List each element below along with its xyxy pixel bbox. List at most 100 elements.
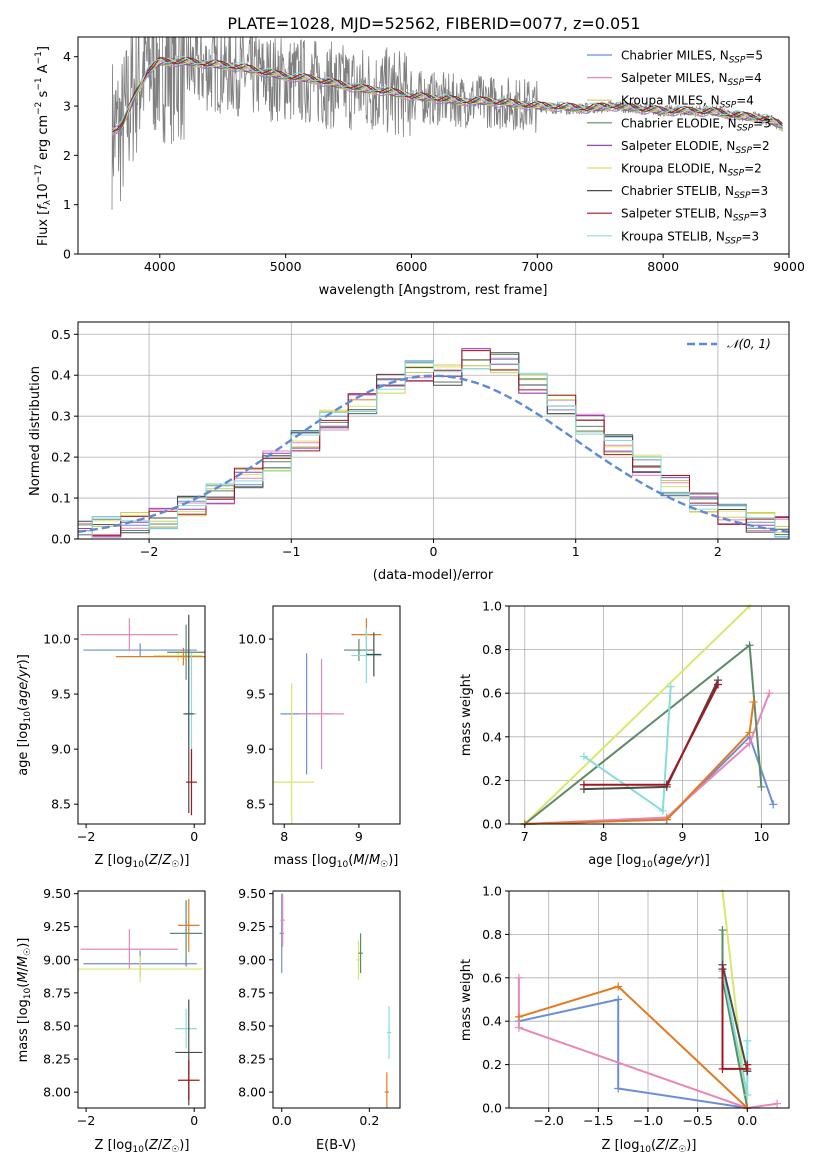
massweight-vs-Z-ytick-label: 0.8 bbox=[482, 927, 502, 942]
massweight-vs-Z-ytick-label: 1.0 bbox=[482, 884, 502, 899]
age-vs-Z-ytick-label: 9.0 bbox=[51, 742, 71, 757]
residuals-ytick-label: 0.0 bbox=[51, 532, 71, 547]
legend-count: =3 bbox=[741, 229, 759, 243]
age-vs-mass-xlabel: mass [log10(M/M☉)] bbox=[274, 853, 399, 870]
spectrum-ytick-label: 4 bbox=[63, 49, 71, 64]
massweight-vs-age-panel: 7 8 9 10 0.0 0.2 0.4 0.6 0.8 1.0 age [log10(age/y… bbox=[459, 599, 790, 870]
massweight-vs-Z-ytick-label: 0.2 bbox=[482, 1057, 502, 1072]
age-vs-Z-ytick-label: 10.0 bbox=[43, 632, 71, 647]
massweight-point bbox=[718, 1064, 727, 1073]
massweight-vs-age-xtick-label: 7 bbox=[521, 829, 529, 844]
residuals-ytick-label: 0.3 bbox=[51, 409, 71, 424]
massweight-point bbox=[579, 752, 588, 761]
massweight-vs-Z-ytick-label: 0.4 bbox=[482, 1014, 502, 1029]
mass-vs-ebv-ytick-label: 8.50 bbox=[238, 1018, 266, 1033]
spectrum-legend: Chabrier MILES, NSSP=5 Salpeter MILES, NS… bbox=[587, 49, 771, 246]
mass-vs-Z-ytick-label: 9.50 bbox=[43, 886, 71, 901]
residuals-ytick-label: 0.5 bbox=[51, 327, 71, 342]
age-vs-Z-ylabel: age [log10(age/yr)] bbox=[16, 654, 33, 776]
massweight-point bbox=[614, 995, 623, 1004]
legend-label: Chabrier MILES, NSSP=5 bbox=[621, 49, 763, 66]
massweight-point bbox=[749, 697, 758, 706]
age-vs-Z-xlabel: Z [log10(Z/Z☉)] bbox=[95, 853, 190, 870]
massweight-vs-age-ticks: 7 8 9 10 0.0 0.2 0.4 0.6 0.8 1.0 bbox=[482, 599, 769, 845]
legend-subscript: SSP bbox=[728, 78, 745, 88]
legend-subscript: SSP bbox=[725, 236, 742, 246]
legend-label: Chabrier ELODIE, NSSP=3 bbox=[621, 116, 771, 133]
mass-vs-ebv-ytick-label: 8.25 bbox=[238, 1052, 266, 1067]
legend-label: Salpeter STELIB, NSSP=3 bbox=[621, 207, 767, 224]
mass-vs-Z-ytick-label: 8.75 bbox=[43, 985, 71, 1000]
massweight-vs-age-xtick-label: 9 bbox=[679, 829, 687, 844]
spectrum-panel: 4000 5000 6000 7000 8000 9000 0 1 2 3 4 wavelength… bbox=[34, 36, 805, 298]
massweight-series bbox=[524, 605, 751, 825]
mass-vs-ebv-points bbox=[279, 893, 392, 1108]
massweight-vs-Z-xtick-label: 0.0 bbox=[737, 1113, 757, 1128]
massweight-vs-Z-ytick-label: 0.6 bbox=[482, 970, 502, 985]
legend-count: =2 bbox=[744, 162, 762, 176]
massweight-point bbox=[718, 965, 727, 974]
massweight-vs-age-ytick-label: 0.0 bbox=[482, 817, 502, 832]
legend-subscript: SSP bbox=[737, 123, 754, 133]
massweight-vs-age-ytick-label: 0.4 bbox=[482, 729, 502, 744]
residuals-xtick-label: −2 bbox=[140, 544, 158, 559]
legend-count: =4 bbox=[744, 71, 762, 85]
mass-vs-Z-ytick-label: 9.25 bbox=[43, 919, 71, 934]
residuals-panel: −2 −1 0 1 2 0.0 0.1 0.2 0.3 0.4 0.5 (data-model)/e… bbox=[28, 321, 790, 583]
spectrum-ytick-label: 3 bbox=[63, 99, 71, 114]
mass-vs-ebv-ytick-label: 9.50 bbox=[238, 886, 266, 901]
massweight-point bbox=[765, 689, 774, 698]
age-vs-Z-xtick-label: 0 bbox=[190, 829, 198, 844]
age-vs-Z-xtick-label: −2 bbox=[77, 829, 95, 844]
mass-vs-Z-plot-area bbox=[78, 898, 203, 1106]
massweight-vs-Z-xtick-label: −0.5 bbox=[682, 1113, 712, 1128]
legend-count: =3 bbox=[753, 116, 771, 130]
mass-vs-Z-ytick-label: 8.25 bbox=[43, 1052, 71, 1067]
massweight-point bbox=[579, 780, 588, 789]
massweight-vs-age-frame bbox=[508, 605, 790, 825]
residuals-histograms bbox=[78, 348, 789, 539]
legend-label: Kroupa STELIB, NSSP=3 bbox=[621, 229, 759, 246]
legend-subscript: SSP bbox=[733, 214, 750, 224]
massweight-series bbox=[721, 964, 749, 1072]
massweight-point bbox=[757, 782, 766, 791]
spectrum-xtick-label: 9000 bbox=[773, 259, 805, 274]
massweight-point bbox=[745, 739, 754, 748]
age-vs-mass-ytick-label: 9.5 bbox=[246, 687, 266, 702]
mass-vs-ebv-panel: 0.0 0.2 8.00 8.25 8.50 8.75 9.00 9.25 9.50 E(B-V… bbox=[238, 886, 401, 1153]
massweight-point bbox=[773, 1099, 782, 1108]
residuals-ytick-label: 0.4 bbox=[51, 368, 71, 383]
age-vs-mass-ytick-label: 9.0 bbox=[246, 742, 266, 757]
massweight-vs-age-ytick-label: 0.6 bbox=[482, 686, 502, 701]
legend-count: =3 bbox=[751, 184, 769, 198]
spectrum-ytick-label: 2 bbox=[63, 148, 71, 163]
spectrum-lines bbox=[111, 37, 783, 210]
spectrum-xlabel: wavelength [Angstrom, rest frame] bbox=[319, 283, 548, 298]
normal-curve bbox=[77, 374, 790, 533]
mass-vs-Z-ytick-label: 9.00 bbox=[43, 952, 71, 967]
age-vs-mass-ytick-label: 8.5 bbox=[246, 797, 266, 812]
spectrum-xtick-label: 4000 bbox=[144, 259, 176, 274]
massweight-vs-age-xlabel: age [log10(age/yr)] bbox=[588, 853, 710, 870]
age-vs-Z-points bbox=[80, 614, 205, 816]
legend-subscript: SSP bbox=[734, 191, 751, 201]
age-vs-Z-plot-area bbox=[80, 614, 205, 816]
mass-vs-Z-ytick-label: 8.50 bbox=[43, 1018, 71, 1033]
legend-subscript: SSP bbox=[735, 146, 752, 156]
massweight-vs-age-xtick-label: 10 bbox=[753, 829, 769, 844]
mass-vs-ebv-ticks: 0.0 0.2 8.00 8.25 8.50 8.75 9.00 9.25 9.50 bbox=[238, 886, 379, 1128]
massweight-point bbox=[743, 1090, 752, 1099]
residuals-xtick-label: 2 bbox=[714, 544, 722, 559]
massweight-vs-age-xtick-label: 8 bbox=[600, 829, 608, 844]
massweight-series bbox=[518, 998, 748, 1109]
residuals-plot-area bbox=[78, 348, 789, 539]
age-vs-mass-panel: 8 9 8.5 9.0 9.5 10.0 mass [log10(M/M☉)] bbox=[238, 605, 401, 870]
residuals-ticks: −2 −1 0 1 2 0.0 0.1 0.2 0.3 0.4 0.5 bbox=[51, 327, 722, 559]
massweight-point bbox=[514, 1012, 523, 1021]
age-vs-mass-ytick-label: 10.0 bbox=[238, 632, 266, 647]
mass-vs-Z-xtick-label: 0 bbox=[190, 1113, 198, 1128]
massweight-point bbox=[662, 815, 671, 824]
legend-subscript: SSP bbox=[728, 169, 745, 179]
